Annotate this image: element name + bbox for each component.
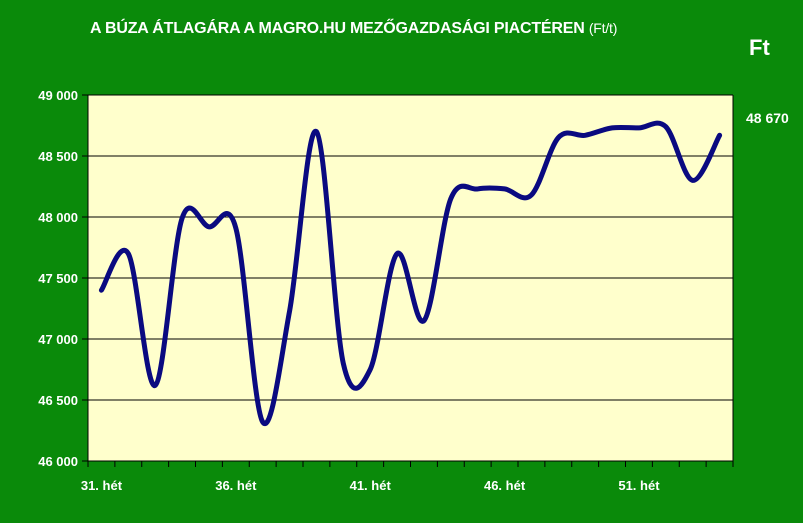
x-tick-label: 36. hét: [215, 478, 257, 493]
x-tick-label: 31. hét: [81, 478, 123, 493]
y-tick-label: 48 500: [38, 149, 78, 164]
last-value-label: 48 670: [746, 110, 789, 126]
y-tick-label: 46 500: [38, 393, 78, 408]
x-tick-label: 51. hét: [618, 478, 660, 493]
series-line: [98, 120, 723, 427]
y-tick-label: 47 000: [38, 332, 78, 347]
x-tick-label: 41. hét: [350, 478, 392, 493]
y-tick-label: 48 000: [38, 210, 78, 225]
x-tick-label: 46. hét: [484, 478, 526, 493]
y-tick-label: 46 000: [38, 454, 78, 469]
chart-title: A BÚZA ÁTLAGÁRA A MAGRO.HU MEZŐGAZDASÁGI…: [90, 20, 617, 38]
y-tick-label: 49 000: [38, 88, 78, 103]
chart-title-unit: (Ft/t): [588, 20, 618, 36]
chart-title-text: A BÚZA ÁTLAGÁRA A MAGRO.HU MEZŐGAZDASÁGI…: [90, 20, 585, 37]
y-axis-unit-label: Ft: [749, 35, 770, 60]
y-tick-label: 47 500: [38, 271, 78, 286]
